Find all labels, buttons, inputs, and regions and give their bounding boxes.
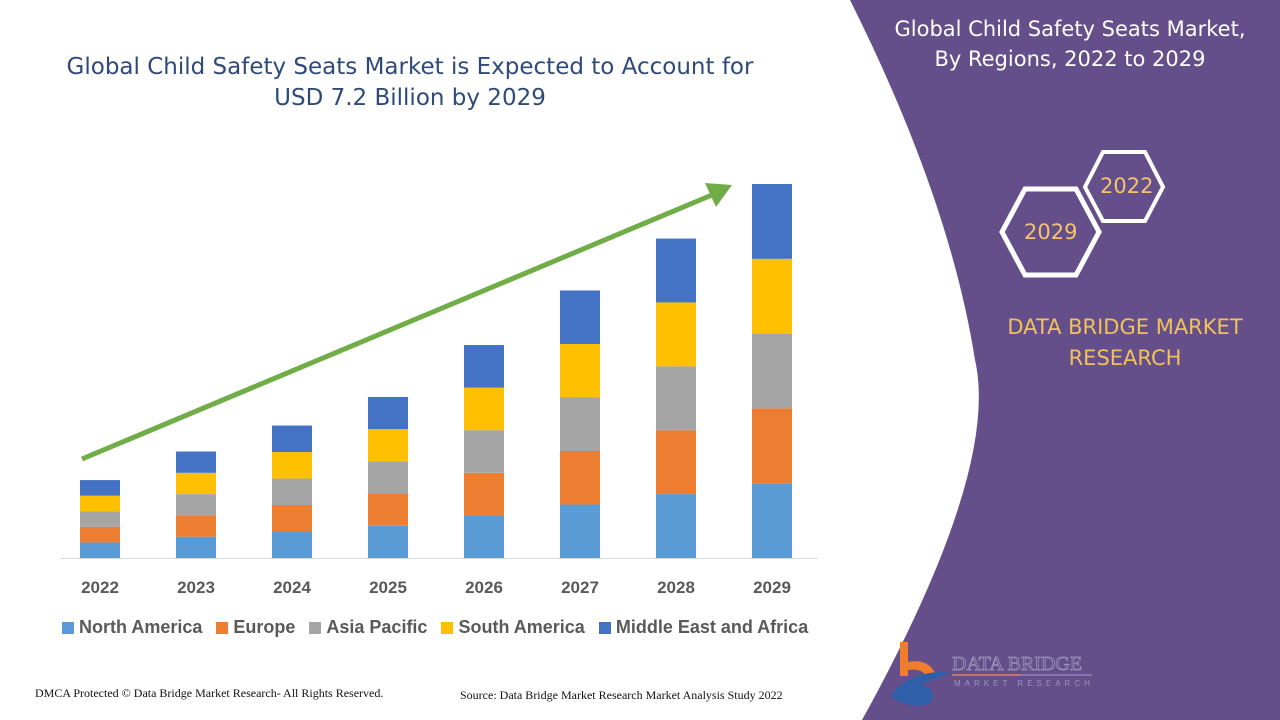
legend-label: Middle East and Africa (615, 617, 809, 637)
bar-segment-middle-east-and-africa-2025 (368, 396, 408, 430)
bar-segment-south-america-2026 (464, 387, 504, 431)
x-tick-label: 2028 (657, 578, 695, 597)
legend: North America Europe Asia Pacific South Ame… (62, 617, 808, 638)
bar-segment-north-america-2027 (560, 504, 600, 558)
legend-swatch (598, 621, 611, 634)
bar-segment-south-america-2024 (272, 452, 312, 479)
bar-segment-south-america-2028 (656, 302, 696, 367)
legend-label: North America (79, 617, 203, 637)
legend-item: Asia Pacific (309, 617, 427, 638)
bar-segment-middle-east-and-africa-2023 (176, 451, 216, 473)
svg-text:MARKET RESEARCH: MARKET RESEARCH (954, 679, 1094, 688)
side-panel (850, 0, 1280, 720)
bar-segment-north-america-2028 (656, 494, 696, 558)
legend-label: Asia Pacific (326, 617, 428, 637)
legend-swatch (62, 621, 74, 634)
bar-segment-north-america-2025 (368, 525, 408, 558)
bar-segment-asia-pacific-2023 (176, 494, 216, 516)
x-tick-label: 2029 (753, 578, 791, 597)
footer-copyright: DMCA Protected © Data Bridge Market Rese… (35, 686, 384, 700)
stacked-bar-chart: 2022 2023 2024 2025 2026 2027 2028 2029 (60, 183, 818, 597)
bar-segment-south-america-2027 (560, 343, 600, 398)
bar-segment-europe-2026 (464, 472, 504, 516)
legend-swatch (441, 621, 454, 634)
brand-text: DATA BRIDGE MARKET RESEARCH (1007, 315, 1243, 370)
bar-segment-north-america-2022 (80, 542, 120, 558)
chart-title: Global Child Safety Seats Market is Expe… (66, 54, 754, 111)
legend-item: Europe (216, 617, 295, 638)
bar-segment-europe-2025 (368, 493, 408, 526)
bar-segment-north-america-2029 (752, 483, 792, 558)
bar-segment-north-america-2023 (176, 536, 216, 558)
bar-segment-asia-pacific-2027 (560, 397, 600, 451)
legend-item: North America (62, 617, 202, 638)
bar-segment-asia-pacific-2022 (80, 511, 120, 527)
side-panel-title: Global Child Safety Seats Market, By Reg… (894, 17, 1246, 71)
bar-segment-europe-2024 (272, 505, 312, 532)
x-tick-label: 2023 (177, 578, 215, 597)
bar-segment-asia-pacific-2025 (368, 461, 408, 494)
legend-label: Europe (233, 617, 296, 637)
bar-segment-europe-2023 (176, 515, 216, 537)
bar-segment-asia-pacific-2029 (752, 333, 792, 409)
bar-segment-south-america-2023 (176, 472, 216, 495)
x-tick-label: 2022 (81, 578, 119, 597)
bar-segment-middle-east-and-africa-2022 (80, 480, 120, 496)
bar-segment-europe-2022 (80, 526, 120, 543)
bar-segment-south-america-2025 (368, 429, 408, 462)
bar-segment-asia-pacific-2026 (464, 430, 504, 473)
bar-segment-asia-pacific-2028 (656, 366, 696, 431)
hexagon-2022 (1082, 150, 1166, 223)
bar-segment-north-america-2024 (272, 531, 312, 558)
x-tick-label: 2027 (561, 578, 599, 597)
trend-arrow-head (705, 183, 732, 207)
bar-segment-north-america-2026 (464, 515, 504, 558)
bar-segment-south-america-2022 (80, 495, 120, 512)
bar-segment-asia-pacific-2024 (272, 478, 312, 506)
x-tick-label: 2025 (369, 578, 407, 597)
trend-arrow-line (81, 192, 713, 462)
x-tick-label: 2026 (465, 578, 503, 597)
legend-label: South America (458, 617, 585, 637)
bar-segment-middle-east-and-africa-2028 (656, 238, 696, 303)
bar-segment-europe-2028 (656, 430, 696, 495)
hex-label-2029: 2029 (1024, 220, 1078, 244)
hexagon-2029 (999, 186, 1102, 278)
legend-swatch (216, 621, 229, 634)
legend-item: Middle East and Africa (598, 617, 809, 638)
footer-source: Source: Data Bridge Market Research Mark… (460, 688, 783, 702)
svg-text:DATA BRIDGE: DATA BRIDGE (952, 653, 1082, 675)
legend-item: South America (441, 617, 585, 638)
x-tick-label: 2024 (273, 578, 311, 597)
hex-label-2022: 2022 (1100, 174, 1154, 198)
bar-segment-middle-east-and-africa-2024 (272, 425, 312, 453)
company-logo: DATA BRIDGE MARKET RESEARCH (880, 640, 1100, 715)
bar-segment-middle-east-and-africa-2027 (560, 290, 600, 344)
bar-segment-europe-2027 (560, 450, 600, 505)
bar-segment-middle-east-and-africa-2026 (464, 345, 504, 388)
bar-segment-europe-2029 (752, 408, 792, 484)
bar-segment-middle-east-and-africa-2029 (752, 184, 792, 259)
legend-swatch (309, 621, 322, 634)
bar-segment-south-america-2029 (752, 258, 792, 334)
